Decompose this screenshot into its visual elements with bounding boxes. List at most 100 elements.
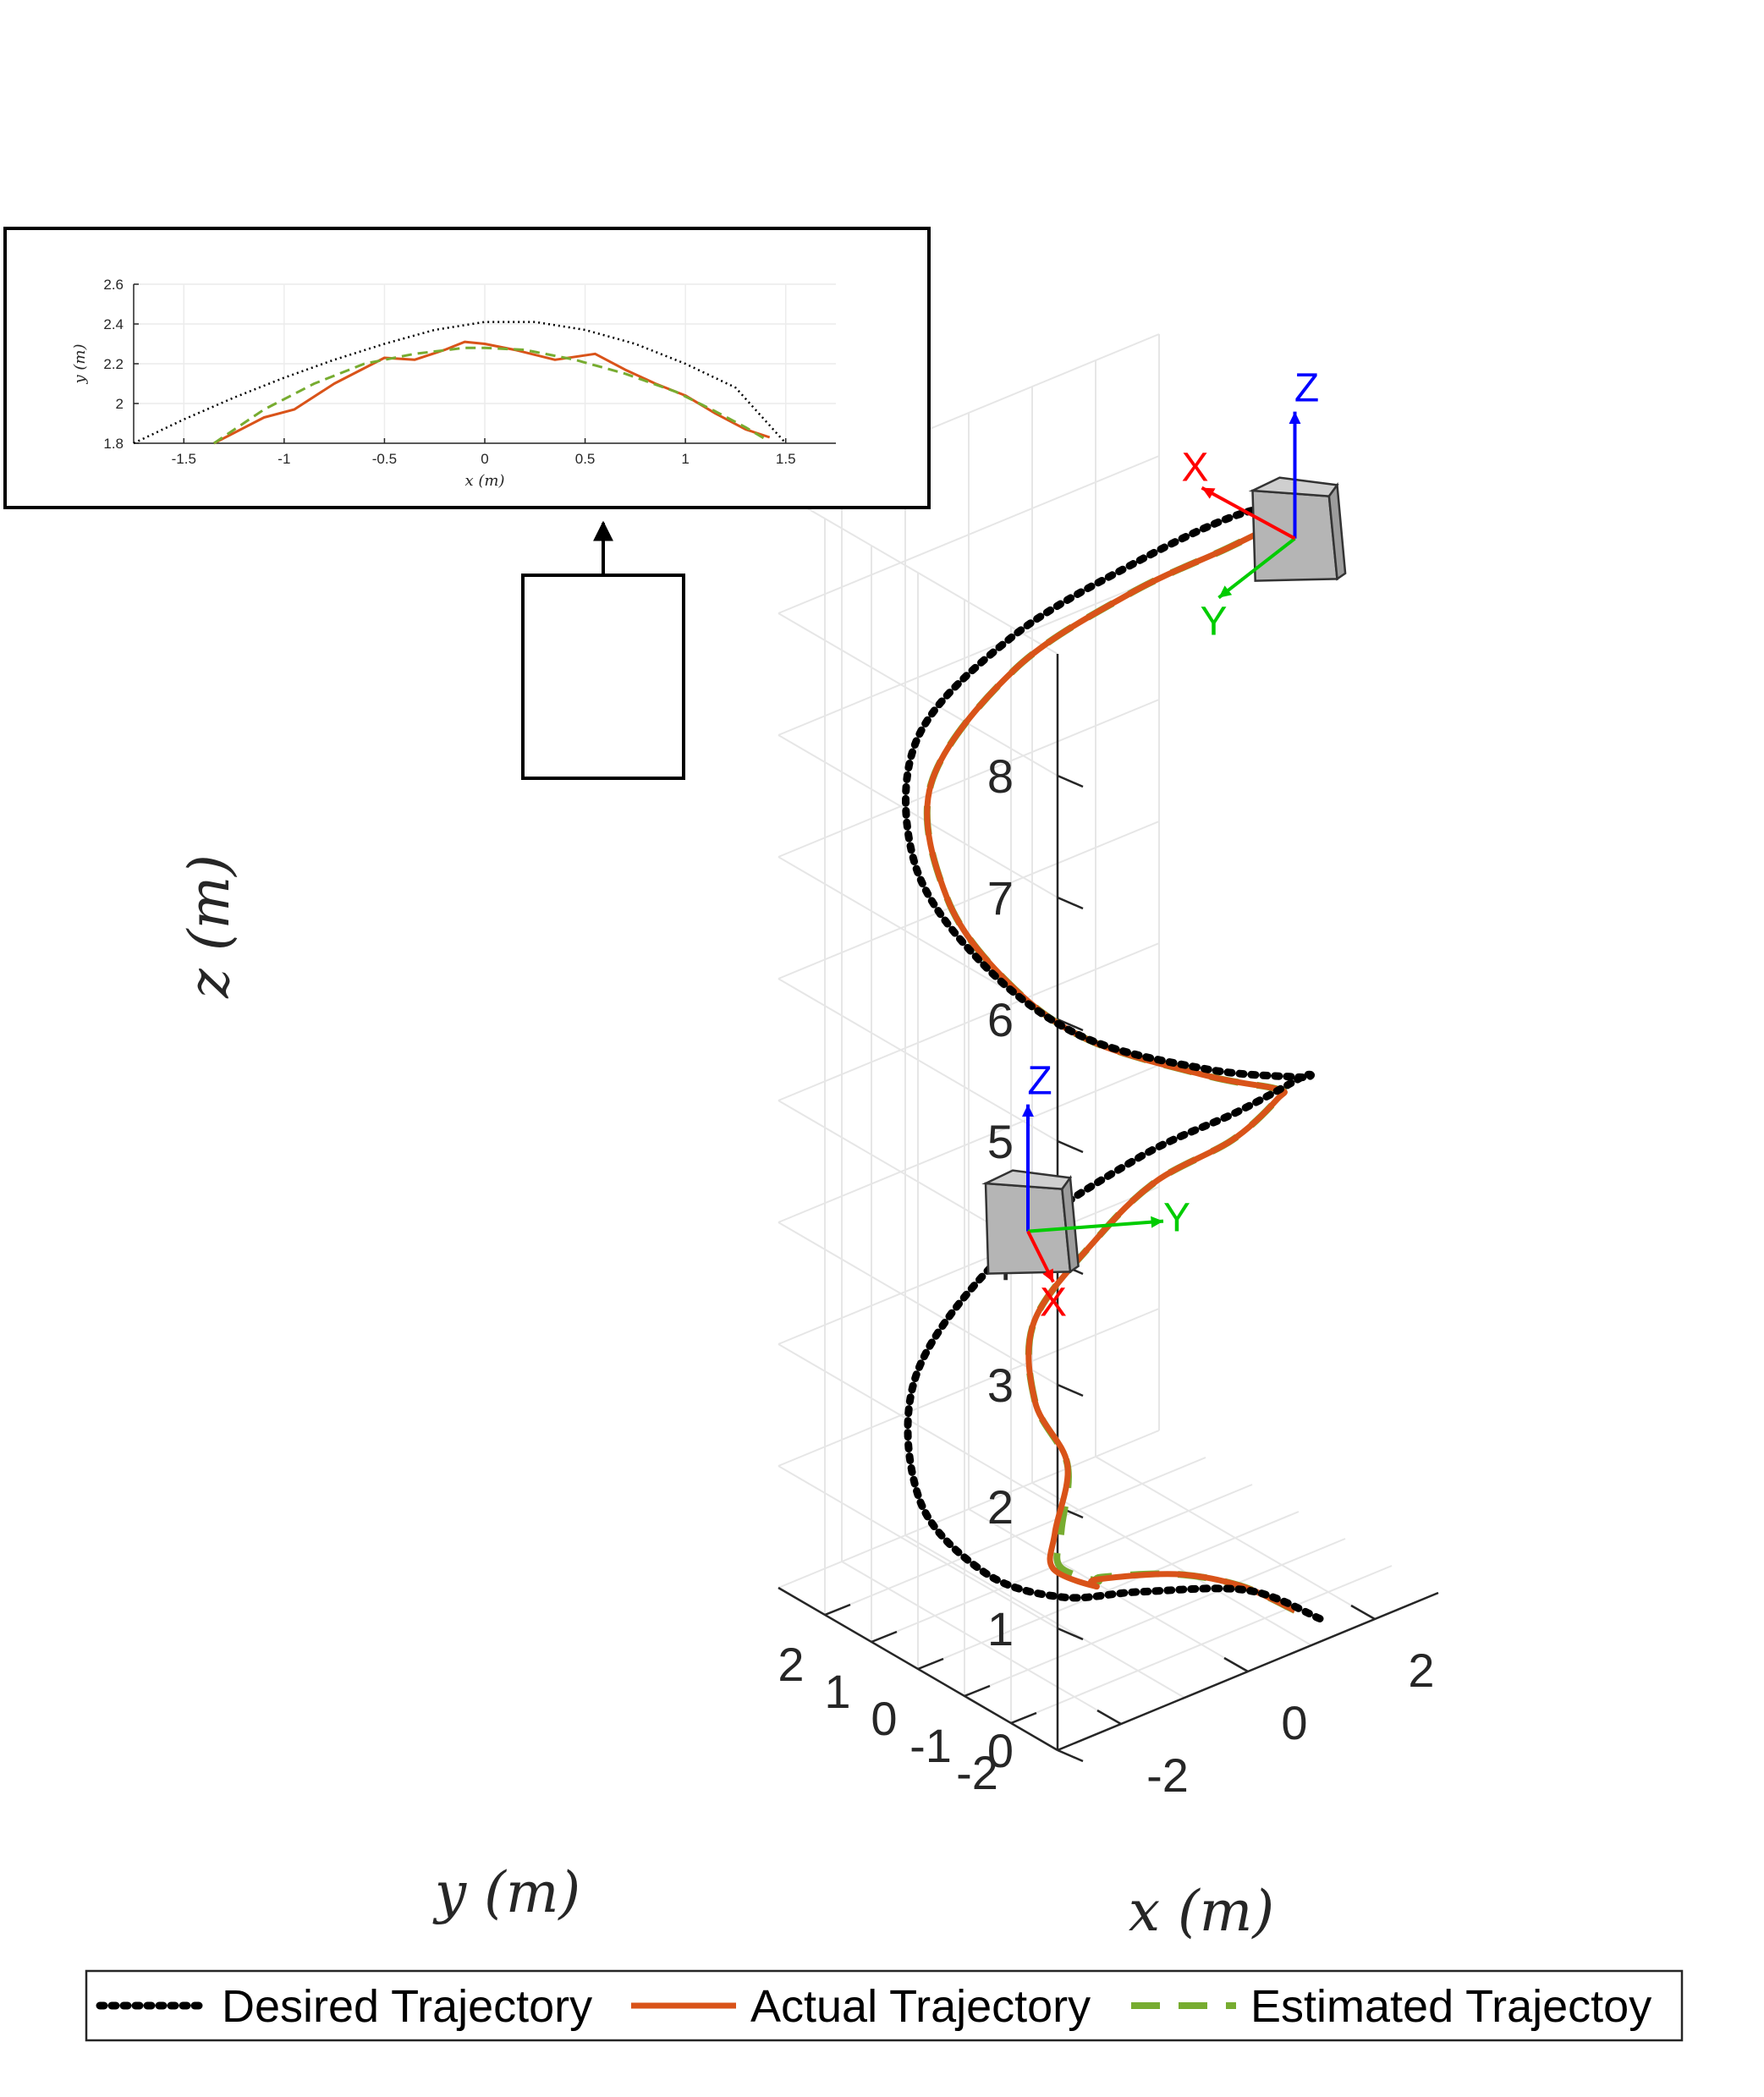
x-tick-label: -2 xyxy=(1146,1748,1189,1802)
inset-x-tick-label: -1.5 xyxy=(172,451,196,467)
inset-y-tick-label: 2.2 xyxy=(103,356,124,372)
x-tick xyxy=(1096,1709,1122,1726)
z-tick xyxy=(1057,896,1084,910)
x-tick xyxy=(1350,1604,1376,1621)
z-axis-label: z (m) xyxy=(177,854,242,999)
y-tick xyxy=(964,1684,991,1698)
series-line-actual-trajectory xyxy=(924,511,1296,1613)
legend-label: Actual Trajectory xyxy=(750,1981,1091,2032)
inset-y-tick-label: 2 xyxy=(116,396,124,412)
series-line-estimated-trajectoy xyxy=(923,510,1297,1614)
grid-line xyxy=(1010,1565,1393,1724)
axes-3d xyxy=(778,654,1439,1752)
y-tick xyxy=(871,1630,898,1644)
grid-line xyxy=(778,821,1160,980)
x-tick-label: 0 xyxy=(1281,1696,1307,1749)
grid-line xyxy=(871,1484,1253,1643)
frame-label-y: Y xyxy=(1163,1196,1190,1241)
frame-label-x: X xyxy=(1040,1281,1067,1326)
z-tick xyxy=(1057,1748,1084,1763)
zoom-box xyxy=(521,574,685,780)
z-tick xyxy=(1057,1383,1084,1397)
grid-line xyxy=(778,699,1160,858)
inset-x-tick-label: 1.5 xyxy=(776,451,796,467)
y-tick-label: 1 xyxy=(824,1665,850,1718)
inset-x-tick-label: 0 xyxy=(481,451,488,467)
frame-label-x: X xyxy=(1181,446,1208,491)
legend-label: Desired Trajectory xyxy=(222,1981,592,2032)
grid-line xyxy=(778,491,1058,655)
z-tick-label: 2 xyxy=(987,1480,1014,1534)
grid-line xyxy=(778,1343,1058,1507)
legend: Desired Trajectory Actual Trajectory Estim… xyxy=(85,1969,1684,2042)
grid-line xyxy=(778,1221,1058,1386)
inset-x-tick-label: -1 xyxy=(278,451,290,467)
z-tick-label: 5 xyxy=(987,1115,1014,1168)
trajectories xyxy=(902,500,1324,1622)
grid-line xyxy=(778,577,1160,736)
legend-label: Estimated Trajectoy xyxy=(1250,1981,1651,2032)
z-tick-label: 1 xyxy=(987,1602,1014,1655)
inset-series-line-estimated-trajectoy xyxy=(213,346,767,445)
y-tick-label: 2 xyxy=(778,1638,804,1691)
x-tick-label: 2 xyxy=(1408,1644,1434,1697)
inset-y-tick-label: 1.8 xyxy=(103,436,124,452)
frame-label-z: Z xyxy=(1027,1059,1052,1104)
frame-label-y: Y xyxy=(1200,600,1227,645)
z-tick-label: 8 xyxy=(987,749,1014,803)
y-tick xyxy=(824,1603,851,1617)
y-tick-label: -1 xyxy=(909,1719,952,1772)
inset-plot: -1.5 -1 -0.5 0 0.5 1 1.5 1.8 2 2.2 2.4 2.6 x (m) y (m… xyxy=(3,227,931,509)
x-tick xyxy=(1223,1656,1249,1673)
inset-x-tick-label: 0.5 xyxy=(575,451,596,467)
frame-end: Z Y X xyxy=(1181,366,1347,645)
grid-line xyxy=(778,1308,1160,1467)
frame-start: Z Y X xyxy=(981,1059,1190,1326)
grid-line xyxy=(778,455,1160,614)
x-axis-label: x (m) xyxy=(1129,1879,1274,1944)
z-tick xyxy=(1057,774,1084,788)
grid-line xyxy=(778,612,1058,777)
legend-box xyxy=(85,1969,1684,2042)
cube-face xyxy=(1327,481,1347,581)
coordinate-frames: Z Y X Z Y X xyxy=(981,366,1347,1326)
y-axis-arrow xyxy=(1217,537,1296,600)
frame-label-z: Z xyxy=(1294,366,1319,411)
y-axis-arrow xyxy=(1027,1219,1164,1233)
grid-line xyxy=(778,1430,1160,1589)
y-tick-label: -2 xyxy=(956,1746,998,1799)
inset-x-tick-label: -0.5 xyxy=(372,451,397,467)
cube-face xyxy=(1061,1174,1080,1274)
y-axis-label: y (m) xyxy=(432,1860,580,1925)
z-tick xyxy=(1057,1627,1084,1641)
z-tick-label: 0 xyxy=(987,1724,1014,1777)
z-tick-label: 3 xyxy=(987,1359,1014,1412)
y-axis-arrow-head xyxy=(1151,1216,1163,1228)
grid-line xyxy=(964,1538,1346,1697)
z-tick-label: 7 xyxy=(987,871,1014,925)
grid-line xyxy=(778,978,1058,1142)
grid-line xyxy=(778,942,1160,1101)
z-tick xyxy=(1057,1139,1084,1154)
inset-frame xyxy=(3,227,931,509)
x-axis-arrow xyxy=(1201,486,1296,541)
y-tick xyxy=(917,1657,944,1671)
y-axis-arrow-head xyxy=(1218,585,1233,598)
z-axis-arrow-head xyxy=(1022,1104,1034,1117)
inset-y-tick-label: 2.6 xyxy=(103,277,124,293)
z-axis-arrow-head xyxy=(1289,411,1301,425)
z-tick-label: 6 xyxy=(987,993,1014,1046)
y-tick-label: 0 xyxy=(871,1692,897,1745)
grid-line xyxy=(824,1457,1206,1616)
inset-y-tick-label: 2.4 xyxy=(103,316,124,332)
inset-y-label: y (m) xyxy=(71,343,89,384)
z-tick xyxy=(1057,1018,1084,1032)
grid-line xyxy=(917,1511,1300,1670)
x-axis-arrow-head xyxy=(1042,1268,1053,1282)
x-axis-arrow-head xyxy=(1201,487,1216,499)
inset-x-tick-label: 1 xyxy=(681,451,689,467)
grid-line xyxy=(778,1064,1160,1223)
grid-line xyxy=(778,1186,1160,1345)
